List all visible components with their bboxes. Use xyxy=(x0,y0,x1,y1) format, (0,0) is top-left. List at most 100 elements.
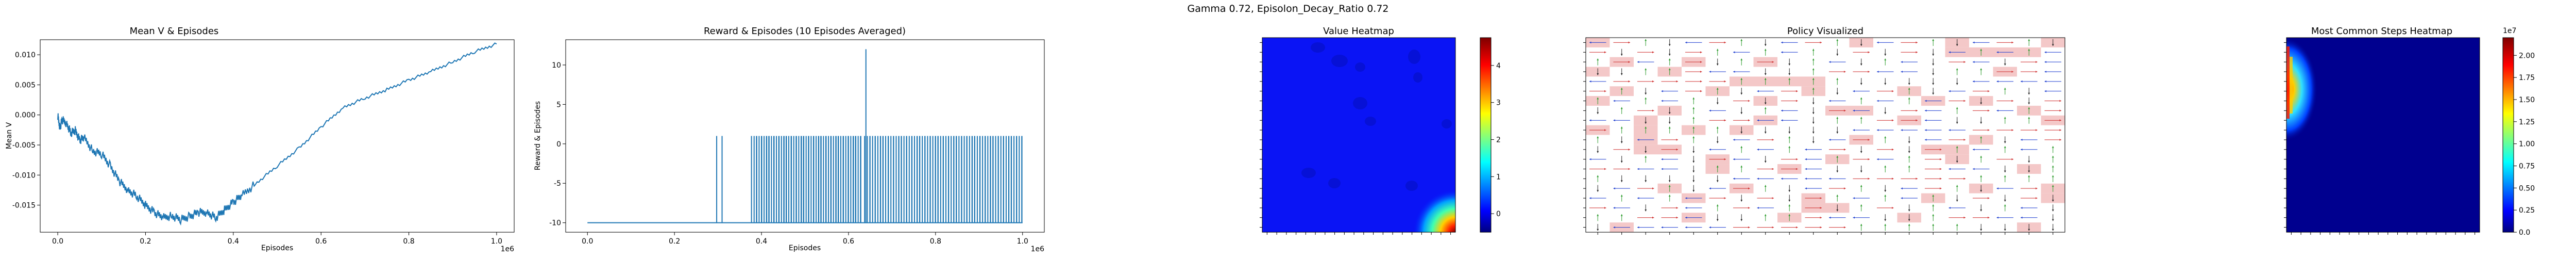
policy-arrow-head xyxy=(1884,58,1887,60)
policy-arrow-head xyxy=(1668,68,1671,70)
x-tick-label: 1.0 xyxy=(1017,237,1028,246)
policy-arrow-head xyxy=(1812,132,1815,134)
policy-cells xyxy=(1586,38,2065,232)
policy-arrow-head xyxy=(1884,54,1887,56)
x-tick-label: 0.4 xyxy=(228,237,239,246)
policy-arrow-head xyxy=(1661,158,1663,160)
policy-arrow-head xyxy=(1781,178,1783,180)
policy-arrow-head xyxy=(1892,90,1894,92)
policy-arrow-head xyxy=(1820,197,1822,199)
policy-arrow-head xyxy=(1628,80,1630,83)
policy-arrow-head xyxy=(1692,97,1695,100)
policy-arrow-head xyxy=(1901,61,1903,63)
policy-arrow-head xyxy=(1604,129,1606,131)
x-tick-label: 0.8 xyxy=(403,237,414,246)
policy-arrow-head xyxy=(2052,44,2054,46)
x-tick-label: 0.6 xyxy=(843,237,854,246)
y-tick-label: 0 xyxy=(556,140,561,149)
policy-arrow-head xyxy=(1716,88,1719,90)
policy-arrow-head xyxy=(2044,90,2046,92)
policy-arrow-head xyxy=(1733,139,1735,141)
policy-arrow-head xyxy=(1884,190,1887,192)
policy-arrow-head xyxy=(1740,132,1743,134)
policy-arrow-head xyxy=(1613,100,1615,102)
figure-suptitle: Gamma 0.72, Episolon_Decay_Ratio 0.72 xyxy=(1187,3,1388,14)
colorbar-tick-label: 1.25 xyxy=(2519,118,2535,126)
policy-arrow-head xyxy=(1948,51,1951,54)
chart-title: Value Heatmap xyxy=(1323,26,1394,37)
policy-arrow-head xyxy=(1956,44,1958,46)
plot-frame xyxy=(565,39,1045,233)
policy-arrow-head xyxy=(1996,216,1998,219)
policy-arrow-head xyxy=(1757,119,1759,122)
policy-arrow-head xyxy=(1836,78,1839,80)
policy-arrow-head xyxy=(1604,168,1606,170)
policy-arrow-head xyxy=(1916,51,1918,54)
policy-arrow-head xyxy=(1820,41,1822,44)
policy-arrow-head xyxy=(1676,80,1678,83)
policy-arrow-head xyxy=(1628,168,1630,170)
policy-arrow-head xyxy=(2021,216,2023,219)
policy-arrow-head xyxy=(1940,148,1942,151)
policy-arrow-head xyxy=(2028,170,2030,173)
policy-arrow-head xyxy=(1844,148,1846,151)
policy-arrow-head xyxy=(1805,158,1807,160)
series-line xyxy=(57,42,497,226)
colorbar-tick-label: 3 xyxy=(1496,99,1501,107)
policy-arrow-head xyxy=(1860,97,1862,100)
policy-arrow-head xyxy=(1692,126,1695,128)
x-tick-label: 0.2 xyxy=(669,237,680,246)
policy-arrow-head xyxy=(1973,61,1975,63)
policy-arrow-head xyxy=(1628,61,1630,63)
policy-arrow-head xyxy=(1724,41,1726,44)
policy-arrow-head xyxy=(1836,92,1839,95)
policy-arrow-head xyxy=(1692,190,1695,192)
policy-arrow-head xyxy=(2044,80,2046,83)
policy-arrow-head xyxy=(1932,73,1935,75)
policy-arrow-head xyxy=(1733,51,1735,54)
policy-arrow-head xyxy=(1925,100,1927,102)
y-tick-label: 5 xyxy=(556,101,561,109)
policy-arrow-head xyxy=(1836,39,1839,41)
policy-arrow-head xyxy=(1700,61,1702,63)
policy-arrow-head xyxy=(1709,187,1711,190)
policy-arrow-head xyxy=(2036,187,2038,190)
policy-arrow-head xyxy=(1620,141,1623,143)
policy-arrow-head xyxy=(1685,197,1687,199)
policy-arrow-head xyxy=(1637,139,1639,141)
policy-arrow-head xyxy=(1740,112,1743,114)
policy-arrow-head xyxy=(1844,109,1846,112)
policy-arrow-head xyxy=(1988,109,1990,112)
policy-arrow-head xyxy=(1884,165,1887,168)
policy-arrow-head xyxy=(1829,178,1831,180)
x-tick-label: 0.0 xyxy=(52,237,63,246)
policy-arrow-head xyxy=(1709,109,1711,112)
policy-arrow-head xyxy=(1781,119,1783,122)
x-tick-label: 0.0 xyxy=(582,237,593,246)
policy-arrow-head xyxy=(1884,83,1887,85)
policy-arrow-head xyxy=(1980,102,1982,105)
policy-arrow-head xyxy=(1829,139,1831,141)
policy-arrow-head xyxy=(1948,168,1951,170)
policy-arrow-head xyxy=(2028,229,2030,231)
policy-arrow-head xyxy=(1980,68,1982,70)
policy-arrow-head xyxy=(1956,224,1958,226)
y-tick-label: 10 xyxy=(552,61,561,70)
policy-arrow-head xyxy=(1956,107,1958,109)
policy-arrow-head xyxy=(1692,107,1695,109)
policy-arrow-head xyxy=(1724,197,1726,199)
policy-arrow-head xyxy=(1908,88,1910,90)
policy-arrow-head xyxy=(1860,224,1862,226)
policy-arrow-head xyxy=(2059,129,2061,131)
y-tick-label: -5 xyxy=(554,180,561,188)
colorbar-tick-label: 1.75 xyxy=(2519,74,2535,82)
policy-arrow-head xyxy=(1956,83,1958,85)
policy-arrow-head xyxy=(2044,51,2046,54)
policy-arrow-head xyxy=(1812,78,1815,80)
policy-arrow-head xyxy=(2052,185,2054,187)
colorbar-tick-label: 2 xyxy=(1496,136,1501,144)
policy-arrow-head xyxy=(1716,219,1719,221)
policy-arrow-head xyxy=(2004,229,2006,231)
policy-arrow-head xyxy=(1988,129,1990,131)
policy-arrow-head xyxy=(1620,54,1623,56)
